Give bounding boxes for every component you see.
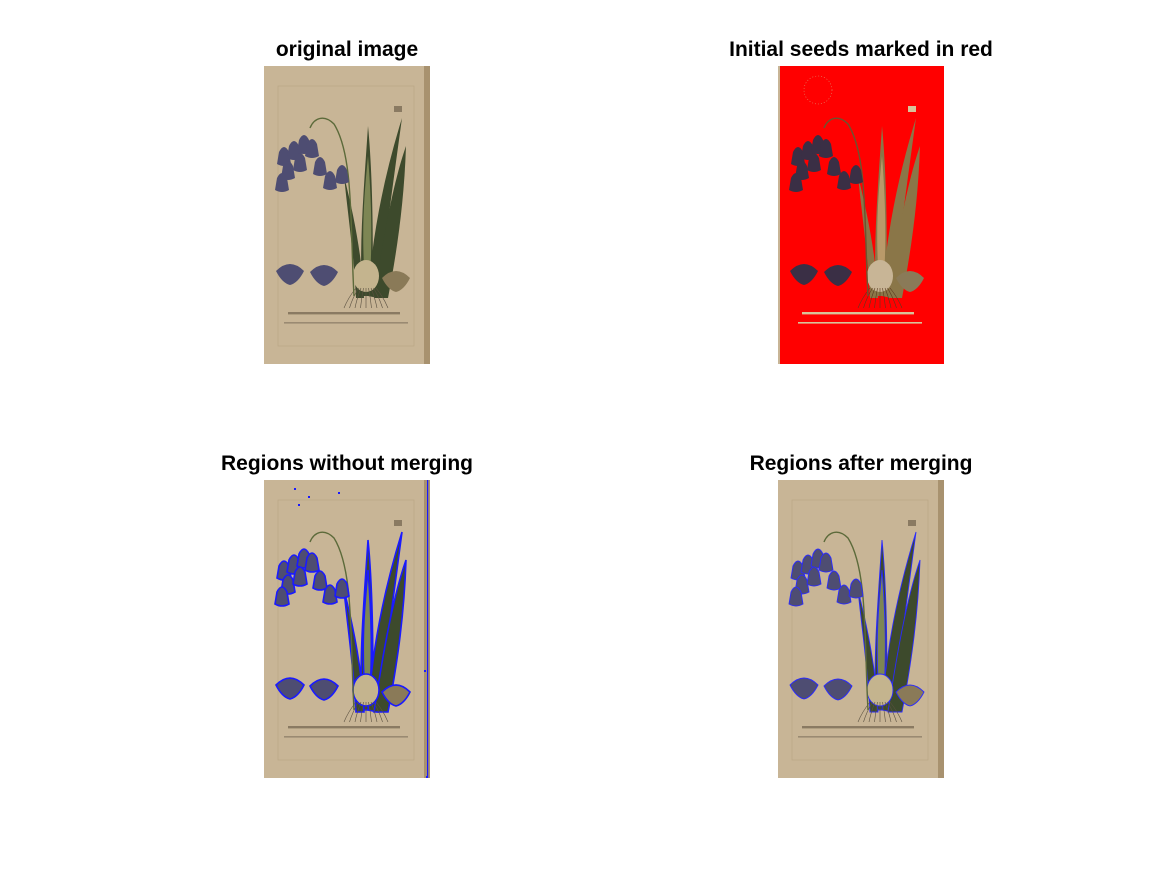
- panel-title-regions-after-merging: Regions after merging: [749, 452, 973, 475]
- seeds-image: [778, 66, 944, 364]
- panel-title-regions-without-merging: Regions without merging: [221, 452, 473, 475]
- regions-without-merging-image: [264, 480, 430, 778]
- regions-after-merging-image: [778, 480, 944, 778]
- panel-title-seeds: Initial seeds marked in red: [729, 38, 993, 61]
- original-image: [264, 66, 430, 364]
- panel-title-original: original image: [275, 38, 419, 61]
